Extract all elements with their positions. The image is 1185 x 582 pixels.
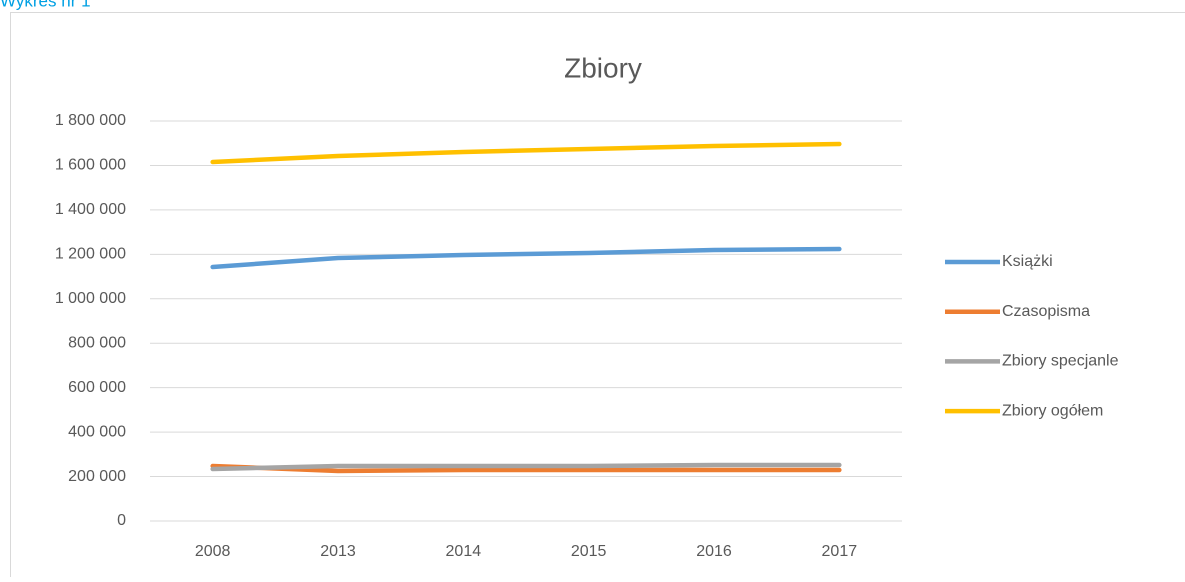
- legend-label: Zbiory specjanle: [1002, 353, 1119, 370]
- x-tick-label: 2008: [195, 543, 231, 560]
- x-tick-label: 2013: [320, 543, 356, 560]
- y-tick-label: 1 000 000: [55, 290, 126, 307]
- chart-frame: [11, 13, 1185, 578]
- y-tick-label: 600 000: [68, 379, 126, 396]
- legend-label: Książki: [1002, 253, 1053, 270]
- x-tick-label: 2015: [571, 543, 607, 560]
- x-tick-label: 2017: [822, 543, 858, 560]
- chart-title: Zbiory: [564, 52, 642, 83]
- legend-label: Czasopisma: [1002, 303, 1090, 320]
- y-tick-label: 1 200 000: [55, 246, 126, 263]
- y-tick-label: 0: [117, 512, 126, 529]
- y-tick-label: 400 000: [68, 423, 126, 440]
- y-tick-label: 1 600 000: [55, 157, 126, 174]
- y-tick-label: 800 000: [68, 334, 126, 351]
- y-tick-label: 200 000: [68, 468, 126, 485]
- y-tick-label: 1 800 000: [55, 112, 126, 129]
- heading: Wykres nr 1: [0, 0, 91, 10]
- x-tick-label: 2014: [446, 543, 482, 560]
- y-tick-label: 1 400 000: [55, 201, 126, 218]
- legend-label: Zbiory ogółem: [1002, 402, 1103, 419]
- x-tick-label: 2016: [696, 543, 732, 560]
